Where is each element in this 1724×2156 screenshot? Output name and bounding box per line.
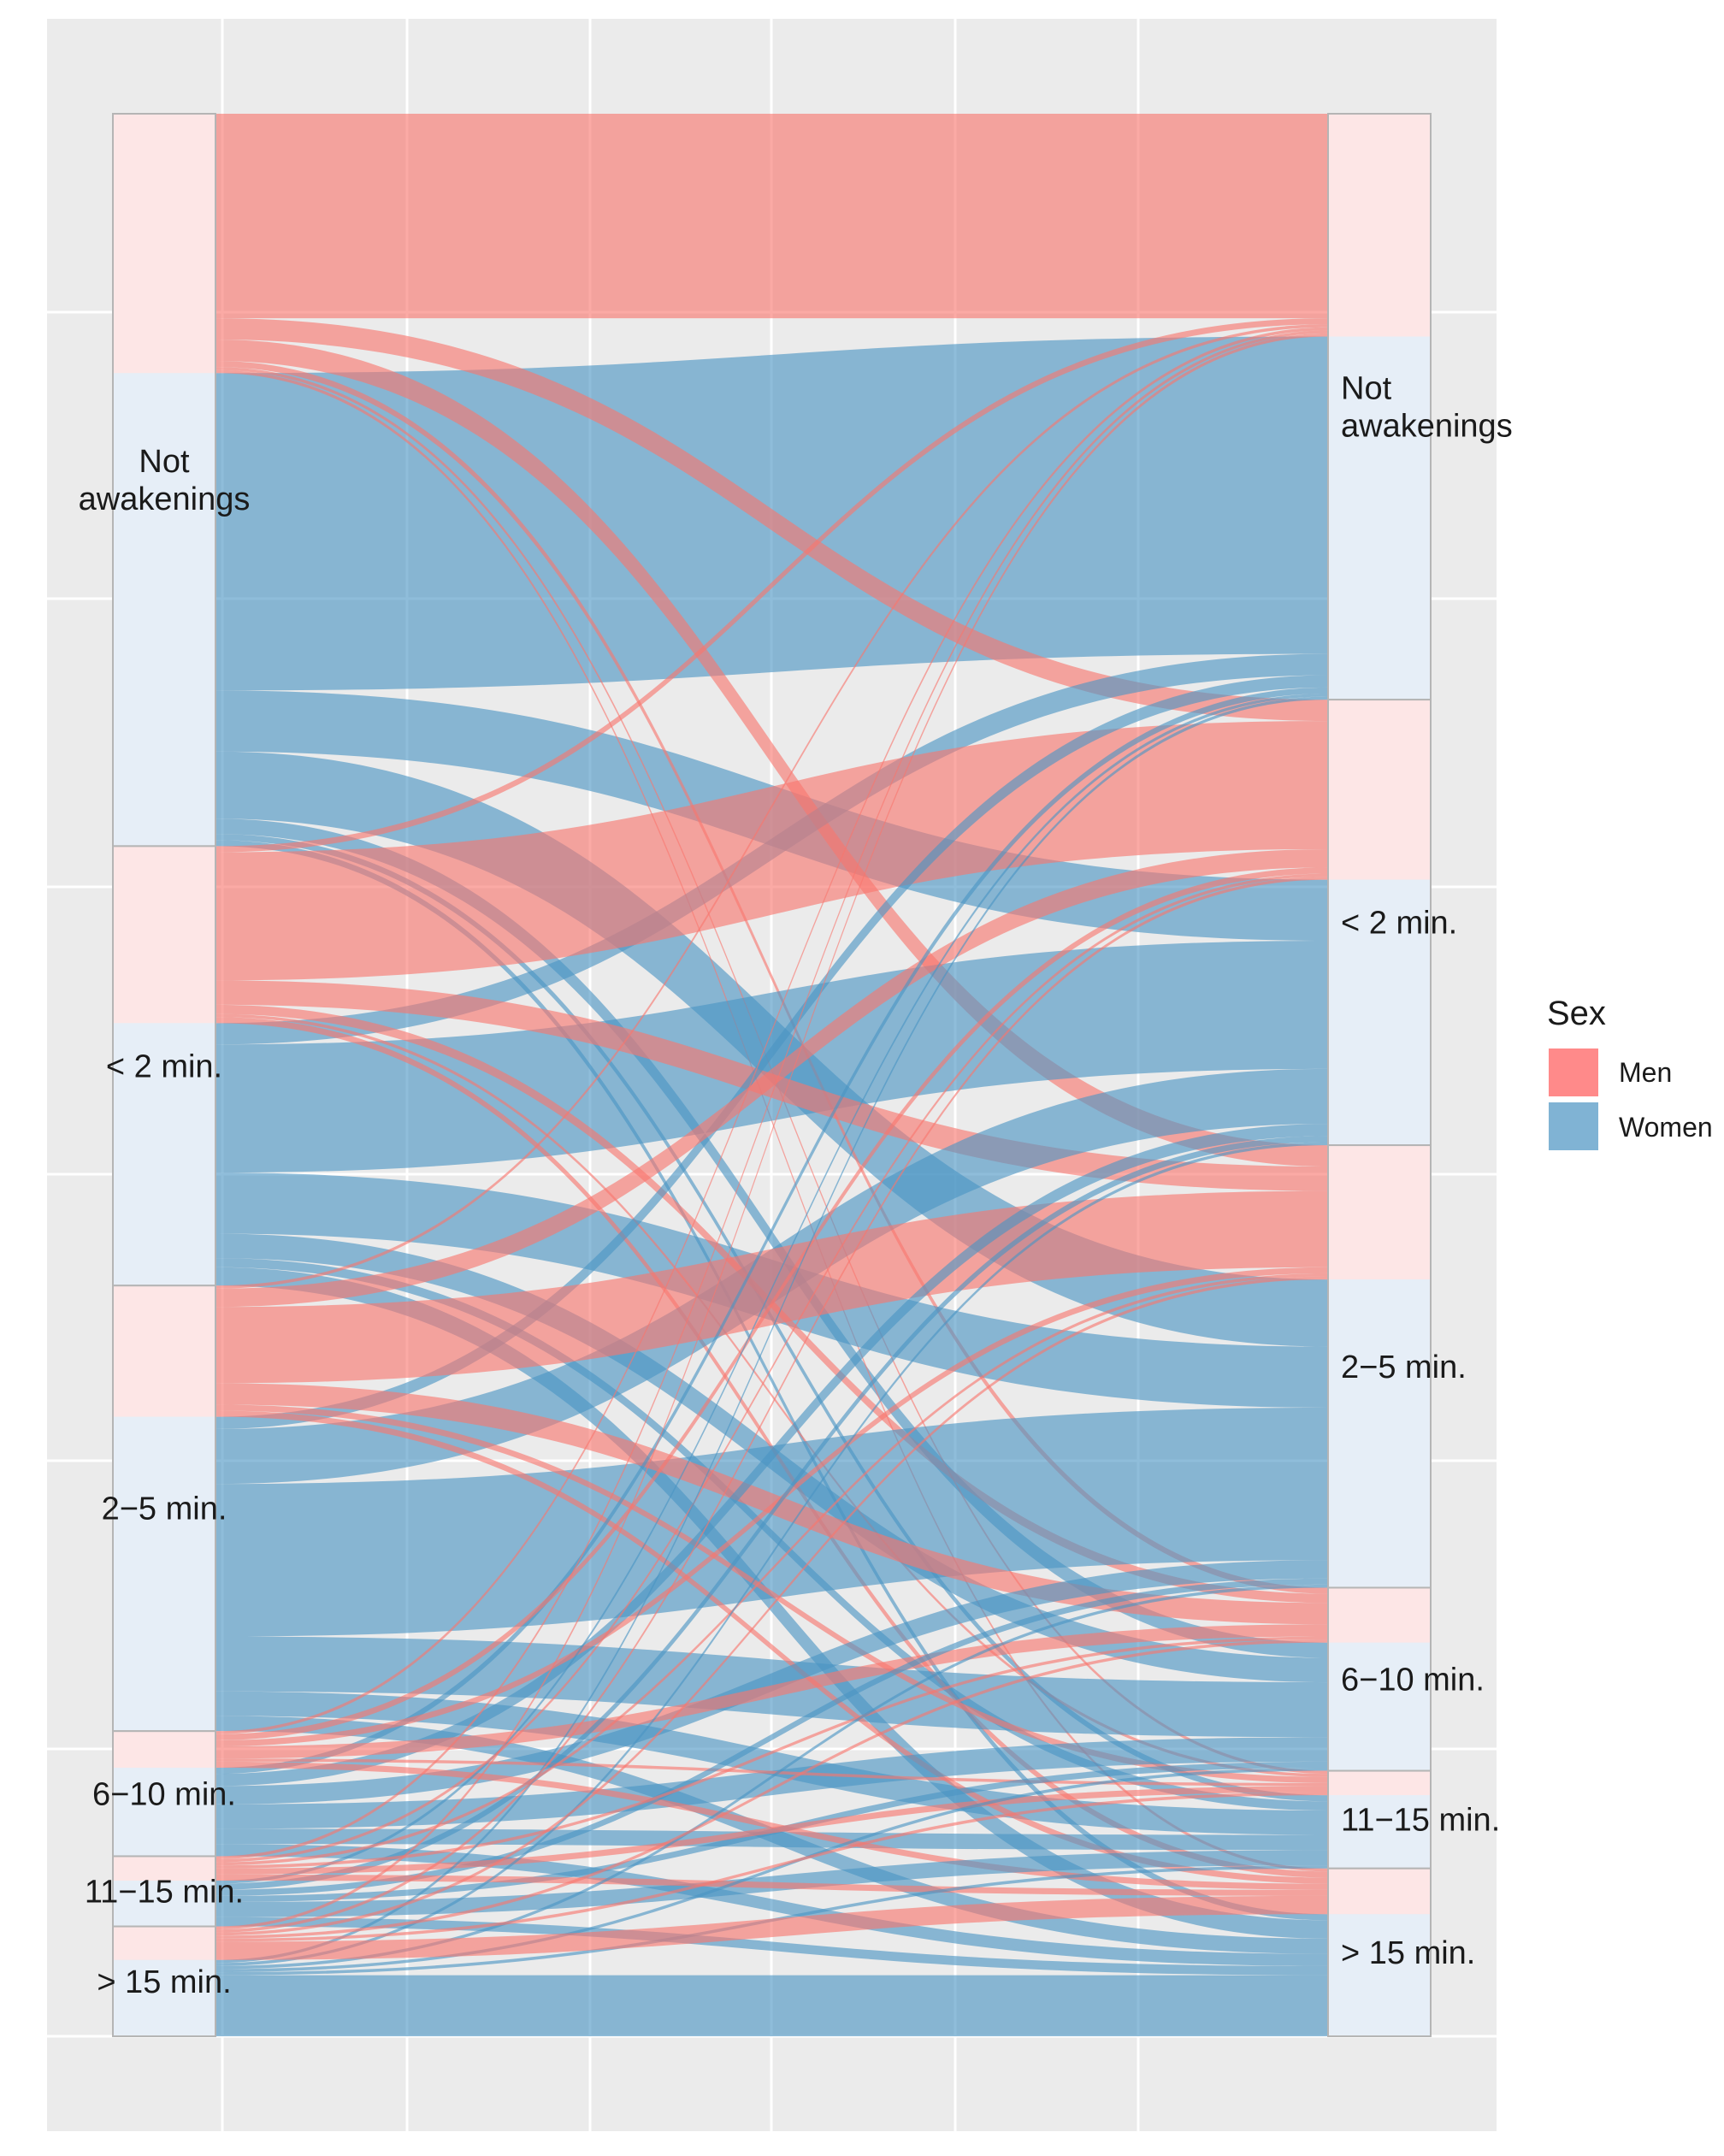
flow-men-6-10-min-to-not-awakenings	[216, 327, 1328, 1734]
flow-women-11-15-min-to-not-awakenings	[216, 693, 1328, 1884]
stratum-left-2-min-men	[113, 846, 216, 1024]
flow-men-15-min-to-11-15-min	[216, 1792, 1328, 1942]
flow-women-6-10-min-to-15-min	[216, 1844, 1328, 1966]
stratum-label-left-not-awakenings: Not awakenings	[79, 444, 251, 517]
stratum-label-left-6-10-min: 6−10 min.	[92, 1776, 236, 1812]
stratum-label-left-2-5-min: 2−5 min.	[102, 1491, 227, 1527]
flow-women-not-awakenings-to-15-min	[216, 840, 1328, 1921]
flow-men-6-10-min-to-11-15-min	[216, 1758, 1328, 1787]
stratum-left-2-5-min-men	[113, 1285, 216, 1417]
flow-men-11-15-min-to-11-15-min	[216, 1786, 1328, 1875]
stratum-label-right-6-10-min: 6−10 min.	[1341, 1663, 1485, 1698]
flow-men-2-min-to-11-15-min	[216, 1013, 1328, 1777]
flow-men-6-10-min-to-2-5-min	[216, 1267, 1328, 1747]
flow-women-11-15-min-to-2-min	[216, 1136, 1328, 1890]
stratum-label-layer: Not awakenings < 2 min. 2−5 min. 6−10 min. 11…	[79, 371, 1513, 2000]
flow-men-11-15-min-to-2-min	[216, 873, 1328, 1863]
flow-men-11-15-min-to-not-awakenings	[216, 330, 1328, 1860]
stratum-right-6-10-min-women	[1328, 1642, 1431, 1771]
flow-men-15-min-to-2-5-min	[216, 1276, 1328, 1936]
stratum-left-2-5-min-women	[113, 1416, 216, 1732]
flow-women-15-min-to-not-awakenings	[216, 696, 1328, 1964]
flow-men-2-min-to-2-min	[216, 721, 1328, 981]
stratum-label-right-15-min: > 15 min.	[1341, 1935, 1475, 1971]
flow-men-6-10-min-to-2-min	[216, 867, 1328, 1740]
flow-women-11-15-min-to-15-min	[216, 1917, 1328, 1976]
legend: Sex Men Women	[1547, 995, 1713, 1150]
stratum-label-right-2-min: < 2 min.	[1341, 906, 1457, 942]
stratum-right-11-15-min-men	[1328, 1770, 1431, 1796]
legend-title: Sex	[1547, 995, 1606, 1032]
flow-women-15-min-to-15-min	[216, 1975, 1328, 2036]
flow-women-15-min-to-2-min	[216, 1142, 1328, 1966]
flow-women-15-min-to-6-10-min	[216, 1767, 1328, 1973]
stratum-right-2-5-min-men	[1328, 1145, 1431, 1280]
stratum-right-2-5-min-women	[1328, 1279, 1431, 1588]
stratum-left-15-min-men	[113, 1926, 216, 1960]
stratum-left-6-10-min-women	[113, 1767, 216, 1857]
stratum-left-15-min-women	[113, 1959, 216, 2036]
stratum-left-6-10-min-men	[113, 1731, 216, 1768]
flow-women-2-min-to-15-min	[216, 1267, 1328, 1939]
flow-men-15-min-to-15-min	[216, 1895, 1328, 1960]
flow-men-2-min-to-not-awakenings	[216, 318, 1328, 853]
flow-men-2-5-min-to-15-min	[216, 1410, 1328, 1884]
flow-men-6-10-min-to-15-min	[216, 1761, 1328, 1890]
stratum-label-left-11-15-min: 11−15 min.	[85, 1875, 244, 1911]
flow-women-11-15-min-to-2-5-min	[216, 1578, 1328, 1896]
stratum-right-not-awakenings-women	[1328, 336, 1431, 700]
flow-women-6-10-min-to-2-5-min	[216, 1560, 1328, 1805]
legend-label-women: Women	[1619, 1112, 1713, 1143]
flow-women-2-5-min-to-2-5-min	[216, 1407, 1328, 1637]
flow-men-2-5-min-to-11-15-min	[216, 1404, 1328, 1783]
stratum-label-right-2-5-min: 2−5 min.	[1341, 1350, 1467, 1385]
flow-men-not-awakenings-to-2-5-min	[216, 340, 1328, 1167]
legend-key-women	[1549, 1102, 1598, 1150]
stratum-left-not-awakenings-men	[113, 114, 216, 374]
flow-layer	[216, 114, 1328, 2036]
legend-label-men: Men	[1619, 1057, 1672, 1088]
stratum-right-2-min-men	[1328, 700, 1431, 880]
stratum-label-right-not-awakenings: Not awakenings	[1341, 371, 1513, 445]
flow-men-11-15-min-to-2-5-min	[216, 1273, 1328, 1866]
stratum-left-2-min-women	[113, 1023, 216, 1286]
stratum-label-left-15-min: > 15 min.	[97, 1964, 231, 2000]
stratum-layer	[112, 113, 1432, 2038]
flow-women-6-10-min-to-2-min	[216, 1124, 1328, 1787]
flow-men-6-10-min-to-6-10-min	[216, 1624, 1328, 1759]
flow-women-not-awakenings-to-6-10-min	[216, 818, 1328, 1658]
stratum-right-2-min-women	[1328, 879, 1431, 1146]
flow-women-2-5-min-to-not-awakenings	[216, 675, 1328, 1429]
stratum-right-6-10-min-men	[1328, 1587, 1431, 1643]
flow-women-6-10-min-to-not-awakenings	[216, 687, 1328, 1775]
legend-key-men	[1549, 1048, 1598, 1096]
flow-men-11-15-min-to-6-10-min	[216, 1636, 1328, 1869]
flow-women-15-min-to-2-5-min	[216, 1584, 1328, 1970]
stratum-left-not-awakenings-women	[113, 373, 216, 847]
stratum-right-15-min	[1327, 1867, 1432, 2038]
stratum-right-11-15-min-women	[1328, 1795, 1431, 1869]
stratum-label-left-2-min: < 2 min.	[106, 1048, 222, 1084]
flow-men-15-min-to-2-min	[216, 877, 1328, 1933]
flow-men-not-awakenings-to-2-min	[216, 318, 1328, 722]
stratum-left-11-15-min-men	[113, 1856, 216, 1881]
stratum-right-15-min-women	[1328, 1914, 1431, 2036]
stratum-right-15-min-men	[1328, 1868, 1431, 1915]
stratum-left-11-15-min-women	[113, 1881, 216, 1927]
flow-men-11-15-min-to-15-min	[216, 1874, 1328, 1896]
flow-women-6-10-min-to-11-15-min	[216, 1828, 1328, 1851]
flow-men-not-awakenings-to-not-awakenings	[216, 114, 1328, 319]
flow-men-15-min-to-6-10-min	[216, 1639, 1328, 1939]
flow-men-2-5-min-to-2-min	[216, 848, 1328, 1308]
flow-men-not-awakenings-to-6-10-min	[216, 361, 1328, 1594]
stratum-left-15-min	[112, 1925, 216, 2038]
stratum-right-not-awakenings-men	[1328, 114, 1431, 337]
stratum-label-right-11-15-min: 11−15 min.	[1341, 1803, 1500, 1839]
flow-men-2-5-min-to-not-awakenings	[216, 324, 1328, 1289]
flow-men-15-min-to-not-awakenings	[216, 333, 1328, 1930]
